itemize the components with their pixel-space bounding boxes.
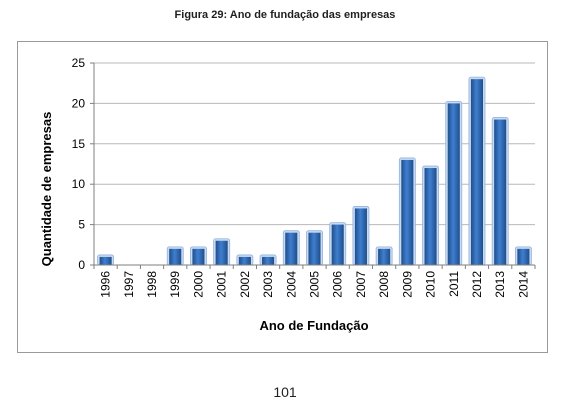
x-tick-label: 1996 xyxy=(99,271,113,298)
x-tick-label: 2000 xyxy=(191,271,205,298)
y-tick-label: 25 xyxy=(72,56,86,70)
y-tick-label: 5 xyxy=(78,218,85,232)
page-number: 101 xyxy=(273,384,297,400)
bar-2000 xyxy=(192,248,205,265)
x-tick-labels: 1996 1997 1998 1999 2000 2001 2002 2003 2004 2005… xyxy=(99,271,531,298)
x-tick-label: 2001 xyxy=(215,271,229,298)
bar-2012 xyxy=(470,79,484,265)
bar-2001 xyxy=(215,240,228,265)
x-tick-label: 2011 xyxy=(447,271,461,297)
y-tick-label: 10 xyxy=(72,177,86,191)
x-tick-label: 1998 xyxy=(145,271,159,298)
bar-2008 xyxy=(378,248,391,265)
x-tick-label: 2013 xyxy=(493,271,507,298)
x-tick-label: 2005 xyxy=(308,271,322,298)
bar-1999 xyxy=(169,248,182,265)
x-tick-label: 2010 xyxy=(424,271,438,298)
figure-title: Figura 29: Ano de fundação das empresas xyxy=(174,9,396,21)
y-axis-title: Quantidade de empresas xyxy=(39,112,54,267)
x-tick-label: 2014 xyxy=(516,271,530,298)
axes xyxy=(90,62,536,269)
x-tick-label: 2002 xyxy=(238,271,252,298)
bars xyxy=(97,76,532,266)
bar-2006 xyxy=(331,224,344,265)
x-tick-label: 1999 xyxy=(168,271,182,298)
bar-2009 xyxy=(401,159,414,265)
x-tick-label: 2012 xyxy=(470,271,484,298)
y-tick-label: 0 xyxy=(78,258,85,272)
x-tick-label: 2007 xyxy=(354,271,368,298)
x-tick-label: 2008 xyxy=(377,271,391,298)
x-tick-label: 2009 xyxy=(400,271,414,298)
y-tick-labels: 0 5 10 15 20 25 xyxy=(72,56,86,272)
bar-2013 xyxy=(494,119,507,265)
x-tick-label: 2003 xyxy=(261,271,275,298)
y-tick-label: 20 xyxy=(72,96,86,110)
bar-2007 xyxy=(354,208,367,265)
bar-2003 xyxy=(262,256,275,265)
x-tick-label: 1997 xyxy=(122,271,136,298)
x-tick-label: 2006 xyxy=(331,271,345,298)
x-axis-title: Ano de Fundação xyxy=(259,318,368,333)
y-tick-label: 15 xyxy=(72,137,86,151)
chart-frame: 0 5 10 15 20 25 1996 1997 1998 1999 2000 2001 2002 2… xyxy=(17,41,548,353)
x-tick-label: 2004 xyxy=(284,271,298,298)
bar-2011 xyxy=(447,103,460,266)
bar-1996 xyxy=(99,256,112,265)
bar-2005 xyxy=(308,232,321,265)
bar-2010 xyxy=(424,168,437,265)
bar-2002 xyxy=(238,256,251,265)
bar-2014 xyxy=(517,248,530,265)
bar-chart: 0 5 10 15 20 25 1996 1997 1998 1999 2000 2001 2002 2… xyxy=(39,56,536,333)
bar-2004 xyxy=(285,232,298,265)
